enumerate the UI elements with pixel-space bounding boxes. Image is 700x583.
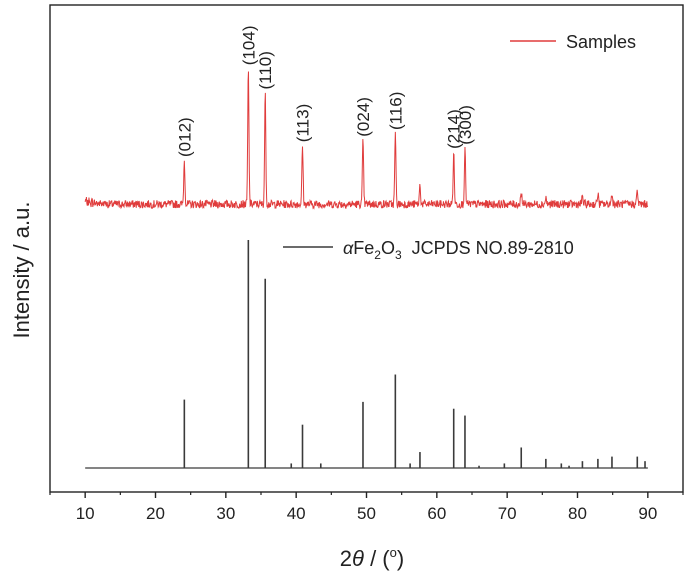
peak-label: (104) <box>239 26 258 66</box>
legend-jcpds: JCPDS NO.89-2810 <box>402 238 574 258</box>
peak-label: (024) <box>354 97 373 137</box>
x-axis: 10 20 30 40 50 60 70 80 90 <box>49 492 684 523</box>
legend-samples-label: Samples <box>566 32 636 52</box>
x-tick-label: 80 <box>568 504 587 523</box>
legend-sub-3: 3 <box>395 248 402 262</box>
peak-label: (214) <box>445 109 464 149</box>
peak-label: (012) <box>175 117 194 157</box>
reference-series <box>85 240 648 469</box>
legend-fe: Fe <box>353 238 374 258</box>
samples-line <box>84 71 649 210</box>
x-axis-title-theta: θ <box>352 546 364 571</box>
x-tick-label: 20 <box>146 504 165 523</box>
y-axis-title: Intensity / a.u. <box>9 202 34 339</box>
x-tick-label: 70 <box>498 504 517 523</box>
x-axis-title: 2θ / (o) <box>340 545 404 571</box>
peak-annotations: (012) (104)(110) (113) (024) (116) (214)(300) <box>175 26 475 157</box>
x-tick-label: 50 <box>357 504 376 523</box>
peak-label: (110) <box>256 51 275 89</box>
legend-reference: αFe2O3 JCPDS NO.89-2810 <box>283 238 574 262</box>
legend-o: O <box>381 238 395 258</box>
x-axis-title-close: ) <box>397 546 404 571</box>
x-tick-label: 90 <box>638 504 657 523</box>
x-axis-title-sep: / ( <box>364 546 390 571</box>
peak-label: (300) <box>456 105 475 145</box>
x-tick-label: 10 <box>76 504 95 523</box>
legend-sub-2: 2 <box>374 248 381 262</box>
samples-series <box>84 71 649 210</box>
x-tick-label: 60 <box>427 504 446 523</box>
peak-label: (113) <box>294 104 313 142</box>
x-tick-label: 40 <box>287 504 306 523</box>
x-tick-label: 30 <box>216 504 235 523</box>
legend-reference-label: αFe2O3 JCPDS NO.89-2810 <box>343 238 574 262</box>
peak-label: (116) <box>386 92 405 130</box>
legend-samples: Samples <box>510 32 636 52</box>
x-axis-title-2: 2 <box>340 546 352 571</box>
x-axis-title-degree: o <box>390 545 397 560</box>
legend-alpha: α <box>343 238 354 258</box>
